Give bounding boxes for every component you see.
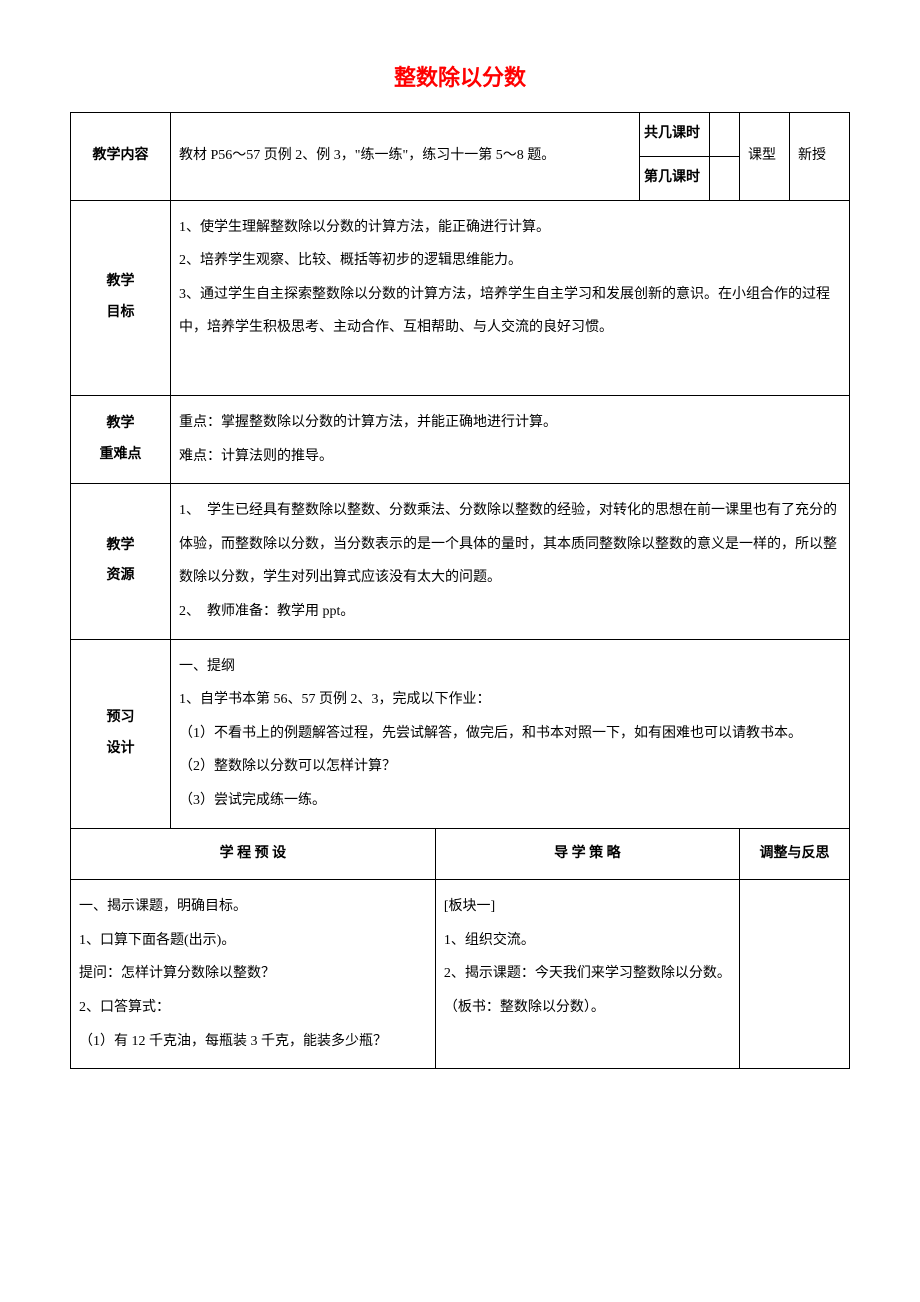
content-value: 教材 P56～57 页例 2、例 3，"练一练"，练习十一第 5～8 题。 — [171, 113, 640, 201]
total-lessons-value — [710, 113, 740, 157]
objectives-label-l1: 教学 — [79, 267, 162, 298]
preview-content: 一、提纲 1、自学书本第 56、57 页例 2、3，完成以下作业： （1）不看书… — [171, 639, 850, 828]
preview-label: 预习 设计 — [71, 639, 171, 828]
content-label: 教学内容 — [71, 113, 171, 201]
which-lesson-value — [710, 156, 740, 200]
resources-label-l2: 资源 — [79, 561, 162, 592]
col1-header: 学 程 预 设 — [71, 828, 436, 880]
preview-label-l2: 设计 — [79, 734, 162, 765]
resources-label: 教学 资源 — [71, 484, 171, 639]
total-lessons-label: 共几课时 — [640, 113, 710, 157]
page-title: 整数除以分数 — [70, 60, 850, 92]
lesson-plan-table: 教学内容 教材 P56～57 页例 2、例 3，"练一练"，练习十一第 5～8 … — [70, 112, 850, 1069]
process-middle: [板块一] 1、组织交流。 2、揭示课题：今天我们来学习整数除以分数。（板书：整… — [435, 880, 739, 1069]
objectives-label-l2: 目标 — [79, 298, 162, 329]
lesson-type-value: 新授 — [790, 113, 850, 201]
col3-header: 调整与反思 — [740, 828, 850, 880]
which-lesson-label: 第几课时 — [640, 156, 710, 200]
resources-content: 1、 学生已经具有整数除以整数、分数乘法、分数除以整数的经验，对转化的思想在前一… — [171, 484, 850, 639]
keypoints-content: 重点：掌握整数除以分数的计算方法，并能正确地进行计算。 难点：计算法则的推导。 — [171, 395, 850, 483]
process-left: 一、揭示课题，明确目标。 1、口算下面各题(出示)。 提问：怎样计算分数除以整数… — [71, 880, 436, 1069]
keypoints-label-l2: 重难点 — [79, 440, 162, 471]
preview-label-l1: 预习 — [79, 703, 162, 734]
resources-label-l1: 教学 — [79, 531, 162, 562]
process-right — [740, 880, 850, 1069]
col2-header: 导 学 策 略 — [435, 828, 739, 880]
lesson-type-label: 课型 — [740, 113, 790, 201]
objectives-content: 1、使学生理解整数除以分数的计算方法，能正确进行计算。 2、培养学生观察、比较、… — [171, 200, 850, 395]
objectives-label: 教学 目标 — [71, 200, 171, 395]
keypoints-label: 教学 重难点 — [71, 395, 171, 483]
keypoints-label-l1: 教学 — [79, 409, 162, 440]
